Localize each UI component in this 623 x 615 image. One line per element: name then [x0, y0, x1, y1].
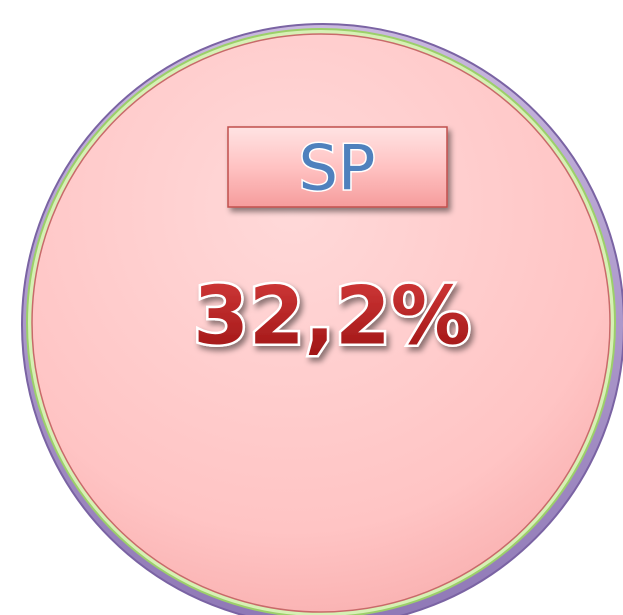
badge-label: SP — [299, 132, 376, 205]
label-box — [227, 126, 448, 208]
badge-value: 32,2% — [193, 270, 471, 363]
inner-circle — [31, 33, 611, 613]
